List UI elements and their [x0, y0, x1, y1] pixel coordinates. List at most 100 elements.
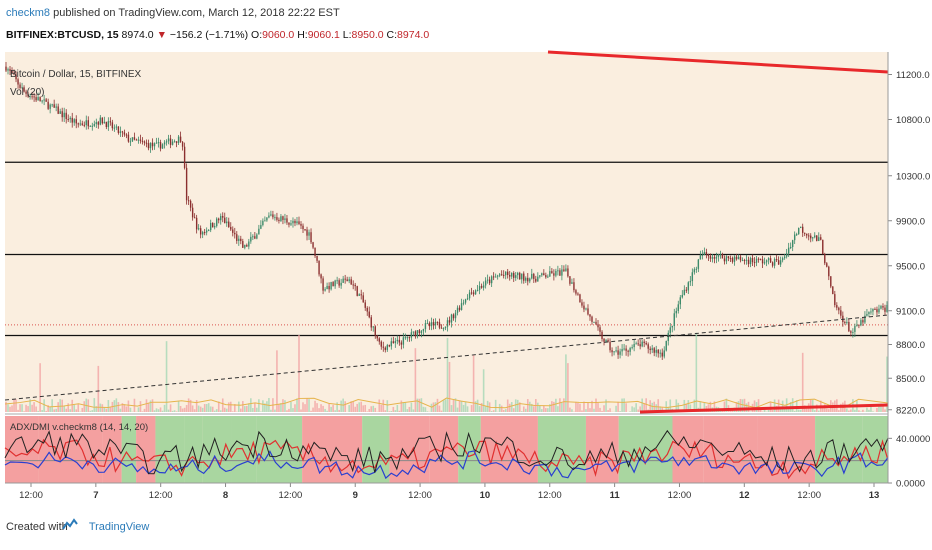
time-axis[interactable]: 12:00 7 12:00 8 12:00 9 12:00 10 12:00 11 12:00 12 1… — [19, 483, 879, 501]
volume-bar — [63, 406, 66, 412]
candle-body — [515, 275, 517, 278]
candle-body — [163, 142, 166, 145]
candle-body — [838, 307, 840, 311]
candle-body — [502, 274, 505, 276]
candle-body — [394, 341, 397, 344]
candle-body — [77, 123, 79, 125]
candle-body — [659, 352, 661, 354]
volume-bar — [840, 403, 842, 412]
candle-body — [342, 278, 344, 283]
candle-body — [63, 112, 65, 118]
candle-body — [332, 282, 334, 287]
volume-legend: Vol (20) — [10, 87, 44, 98]
candle-body — [641, 341, 643, 347]
volume-bar — [51, 399, 53, 412]
candle-body — [368, 311, 370, 318]
volume-bar — [31, 404, 33, 412]
candle-body — [260, 225, 262, 229]
candle-body — [647, 344, 649, 349]
candle-body — [675, 310, 677, 314]
candle-body — [51, 104, 53, 106]
volume-bar — [145, 399, 148, 412]
candle-body — [205, 230, 208, 233]
candle-body — [679, 297, 681, 305]
volume-bar — [209, 406, 212, 412]
volume-bar — [175, 411, 178, 412]
candle-body — [159, 142, 162, 149]
symbol-bar: BITFINEX:BTCUSD, 15 8974.0 ▼ −156.2 (−1.… — [6, 29, 429, 41]
volume-bar — [95, 406, 98, 412]
last-price: 8974.0 — [121, 29, 154, 41]
candle-body — [886, 305, 888, 312]
volume-bar — [699, 401, 702, 412]
volume-bar — [657, 399, 660, 412]
volume-bar — [597, 403, 599, 412]
volume-bar — [777, 399, 780, 412]
candle-body — [396, 339, 399, 342]
volume-bar — [360, 401, 363, 412]
volume-bar — [687, 400, 690, 412]
volume-bar — [412, 409, 415, 412]
time-tick-label: 12:00 — [278, 490, 302, 501]
candle-body — [601, 331, 603, 339]
volume-bar — [801, 352, 804, 412]
candle-body — [266, 217, 268, 221]
candle-body — [416, 330, 419, 337]
candle-body — [711, 257, 714, 259]
volume-bar — [619, 411, 621, 412]
candle-body — [713, 257, 716, 259]
candle-body — [717, 254, 720, 257]
candle-body — [338, 280, 340, 286]
volume-bar — [374, 407, 377, 412]
volume-bar — [390, 411, 393, 412]
chart-area[interactable]: 11200.0 10800.0 10300.0 9900.0 9500.0 9100.0 8… — [0, 50, 932, 512]
candle-body — [440, 327, 443, 329]
di-plus-line — [4, 438, 889, 480]
price-tick-label: 9100.0 — [896, 306, 925, 317]
volume-bar — [239, 408, 242, 412]
volume-bar — [821, 406, 824, 412]
volume-bar — [340, 400, 342, 412]
time-tick-label: 13 — [869, 490, 880, 501]
price-tick-label: 8220.0 — [896, 405, 925, 416]
tradingview-link[interactable]: TradingView — [88, 521, 150, 533]
candle-body — [583, 305, 585, 310]
candle-body — [555, 270, 557, 276]
volume-bar — [304, 404, 306, 412]
candle-body — [177, 136, 180, 143]
volume-bar — [332, 404, 334, 412]
price-change: −156.2 (−1.71%) — [169, 29, 249, 41]
volume-bar — [719, 410, 722, 412]
volume-bar — [414, 348, 417, 412]
candle-body — [119, 131, 122, 133]
volume-bar — [422, 406, 425, 412]
candle-body — [191, 207, 194, 218]
volume-bar — [555, 398, 557, 412]
indicator-band — [121, 416, 137, 483]
volume-bar — [695, 332, 698, 412]
candle-body — [340, 282, 342, 286]
candle-body — [523, 273, 525, 281]
candle-body — [781, 258, 784, 261]
price-pane[interactable] — [5, 52, 888, 412]
indicator-band — [458, 416, 481, 483]
candle-body — [135, 139, 138, 141]
candle-body — [452, 314, 455, 319]
candle-body — [840, 310, 842, 316]
candle-body — [79, 123, 81, 125]
volume-bar — [583, 401, 585, 412]
volume-bar — [827, 409, 830, 412]
author-link[interactable]: checkm8 — [6, 7, 51, 19]
candle-body — [224, 217, 226, 224]
candle-body — [432, 322, 435, 326]
volume-bar — [300, 409, 302, 412]
volume-bar — [635, 403, 637, 412]
candle-body — [565, 268, 567, 271]
candle-body — [31, 96, 33, 98]
candle-body — [490, 276, 493, 284]
candle-body — [372, 326, 374, 328]
volume-bar — [23, 411, 25, 412]
candle-body — [169, 138, 172, 145]
price-axis[interactable]: 11200.0 10800.0 10300.0 9900.0 9500.0 9100.0 8… — [888, 70, 930, 490]
volume-bar — [559, 398, 561, 412]
